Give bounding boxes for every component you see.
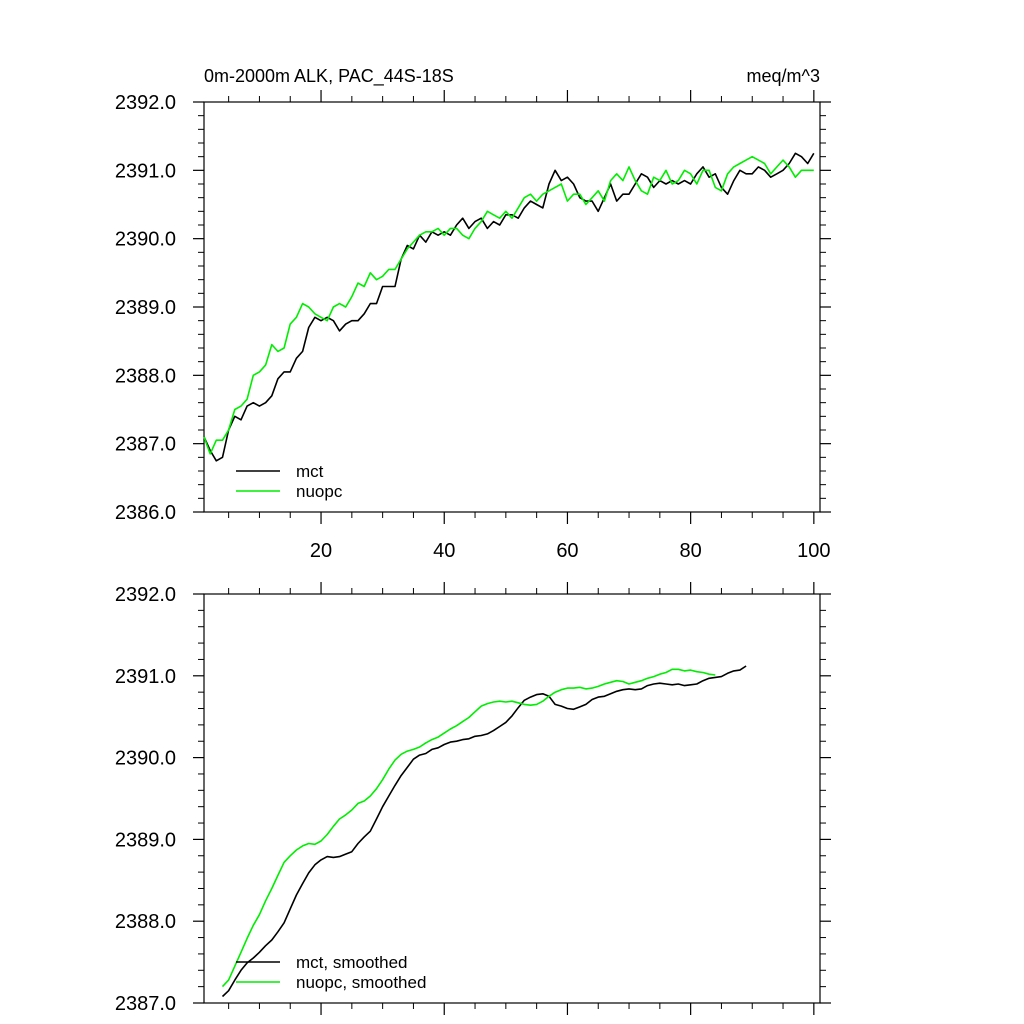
y-tick-label: 2390.0 (115, 748, 176, 770)
y-tick-label: 2391.0 (115, 160, 176, 182)
y-tick-label: 2392.0 (115, 584, 176, 606)
y-tick-label: 2386.0 (115, 502, 176, 524)
top-legend: mct nuopc (236, 462, 343, 501)
legend-label-nuopc-smoothed: nuopc, smoothed (296, 973, 426, 992)
y-tick-label: 2388.0 (115, 911, 176, 933)
plot-frame (203, 593, 821, 1004)
y-tick-label: 2389.0 (115, 297, 176, 319)
legend-label-nuopc: nuopc (296, 482, 343, 501)
panel-title: 0m-2000m ALK, PAC_44S-18S (204, 66, 454, 87)
x-tick-label: 20 (310, 540, 332, 562)
x-tick-label: 100 (797, 540, 830, 562)
x-tick-label: 40 (433, 540, 455, 562)
y-tick-label: 2391.0 (115, 666, 176, 688)
bottom-plot-area: 2387.0 2388.0 2389.0 2390.0 2391.0 2392.0 (115, 582, 831, 1015)
plot-frame (203, 101, 821, 513)
bottom-panel: 2387.0 2388.0 2389.0 2390.0 2391.0 2392.0 mct… (115, 582, 831, 1015)
series-line-mct (203, 152, 815, 462)
bottom-legend: mct, smoothed nuopc, smoothed (236, 953, 426, 992)
y-tick-label: 2390.0 (115, 229, 176, 251)
units-label: meq/m^3 (747, 66, 820, 86)
top-plot-area: 2386.0 2387.0 2388.0 2389.0 2390.0 2391.0 2392… (115, 90, 831, 562)
y-tick-label: 2389.0 (115, 829, 176, 851)
x-tick-label: 60 (556, 540, 578, 562)
legend-label-mct-smoothed: mct, smoothed (296, 953, 408, 972)
y-tick-label: 2387.0 (115, 993, 176, 1015)
y-tick-label: 2392.0 (115, 92, 176, 114)
legend-label-mct: mct (296, 462, 324, 481)
y-tick-label: 2387.0 (115, 434, 176, 456)
series-line-mct-smoothed (221, 665, 747, 998)
top-panel: 0m-2000m ALK, PAC_44S-18S meq/m^3 2386.0… (115, 66, 831, 562)
x-tick-label: 80 (680, 540, 702, 562)
series-line-nuopc (203, 155, 814, 455)
series-line-nuopc-smoothed (221, 668, 716, 988)
y-tick-label: 2388.0 (115, 365, 176, 387)
